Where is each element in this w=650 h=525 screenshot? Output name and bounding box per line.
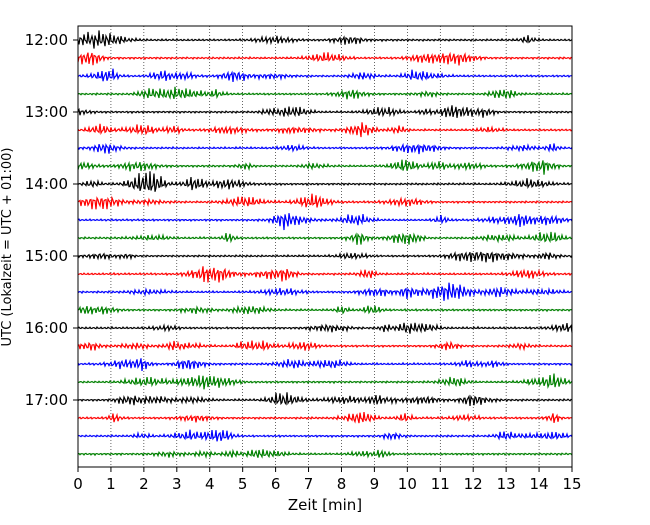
x-tick-label: 11	[431, 475, 450, 493]
y-tick-label: 12:00	[25, 31, 68, 49]
y-tick-label: 16:00	[25, 319, 68, 337]
trace-1630	[77, 358, 573, 371]
x-tick-label: 6	[271, 475, 281, 493]
trace-1745	[77, 448, 573, 460]
trace-1330	[77, 142, 573, 155]
trace-1415	[77, 193, 573, 210]
x-tick-label: 13	[497, 475, 516, 493]
y-tick-label: 17:00	[25, 391, 68, 409]
trace-1300	[77, 105, 573, 118]
trace-1315	[77, 122, 573, 138]
x-tick-label: 7	[304, 475, 314, 493]
x-axis-ticks: 0 1 2 3 4 5 6 7 8 9 10 11 12 13 14 15	[73, 467, 582, 493]
x-tick-label: 14	[530, 475, 549, 493]
x-tick-label: 2	[139, 475, 149, 493]
trace-1545	[77, 304, 573, 315]
x-tick-label: 12	[464, 475, 483, 493]
y-axis-label: UTC (Lokalzeit = UTC + 01:00)	[0, 148, 15, 347]
trace-1730	[77, 429, 573, 442]
trace-1345	[77, 159, 573, 175]
trace-layer	[77, 30, 573, 460]
x-tick-label: 9	[370, 475, 380, 493]
trace-1600	[77, 322, 573, 334]
trace-1530	[77, 282, 573, 301]
trace-1430	[77, 213, 573, 231]
trace-1215	[77, 51, 573, 66]
trace-1245	[77, 86, 573, 100]
trace-1700	[77, 392, 573, 406]
x-tick-label: 10	[398, 475, 417, 493]
trace-1200	[77, 30, 573, 49]
x-tick-label: 4	[205, 475, 215, 493]
y-axis-ticks: 12:00 13:00 14:00 15:00 16:00 17:00	[25, 31, 78, 409]
x-tick-label: 8	[337, 475, 347, 493]
plot-frame	[77, 25, 573, 468]
x-tick-label: 15	[562, 475, 581, 493]
y-tick-label: 14:00	[25, 175, 68, 193]
y-tick-label: 15:00	[25, 247, 68, 265]
x-tick-label: 1	[106, 475, 116, 493]
trace-1445	[77, 231, 573, 245]
x-tick-label: 5	[238, 475, 248, 493]
y-tick-label: 13:00	[25, 103, 68, 121]
trace-1715	[77, 411, 573, 424]
x-axis-label: Zeit [min]	[288, 496, 362, 514]
x-tick-label: 3	[172, 475, 182, 493]
trace-1400	[77, 171, 573, 192]
trace-1230	[77, 68, 573, 82]
trace-1515	[77, 266, 573, 283]
trace-1615	[77, 340, 573, 352]
trace-1645	[77, 373, 573, 390]
trace-1500	[77, 250, 573, 263]
x-tick-label: 0	[73, 475, 83, 493]
